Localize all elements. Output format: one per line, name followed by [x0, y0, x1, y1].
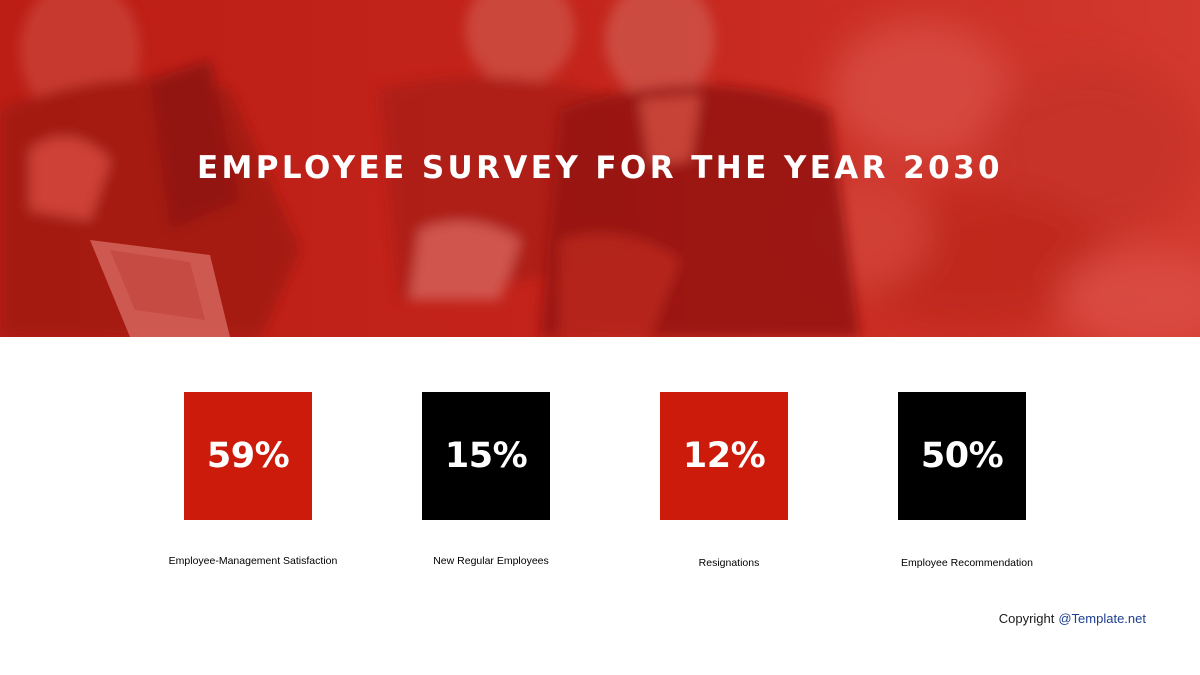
hero-background-photo: [0, 0, 1200, 337]
stat-card-resignations: 12%: [660, 392, 788, 520]
stat-card-recommendation: 50%: [898, 392, 1026, 520]
stat-card-new-employees: 15%: [422, 392, 550, 520]
copyright: Copyright @Template.net: [999, 610, 1146, 628]
page-title: EMPLOYEE SURVEY FOR THE YEAR 2030: [196, 150, 1004, 186]
stat-label: Employee Recommendation: [901, 557, 1033, 569]
stat-value: 59%: [206, 436, 290, 476]
stat-value: 12%: [682, 436, 766, 476]
stat-label: New Regular Employees: [433, 555, 549, 567]
stat-card-management-satisfaction: 59%: [184, 392, 312, 520]
hero-banner: EMPLOYEE SURVEY FOR THE YEAR 2030: [0, 0, 1200, 337]
stat-label: Resignations: [698, 557, 760, 569]
stat-label: Employee-Management Satisfaction: [168, 555, 338, 567]
stat-value: 50%: [920, 436, 1004, 476]
copyright-label: Copyright: [998, 611, 1055, 626]
stat-value: 15%: [444, 436, 528, 476]
brand-link[interactable]: @Template.net: [1058, 611, 1146, 626]
